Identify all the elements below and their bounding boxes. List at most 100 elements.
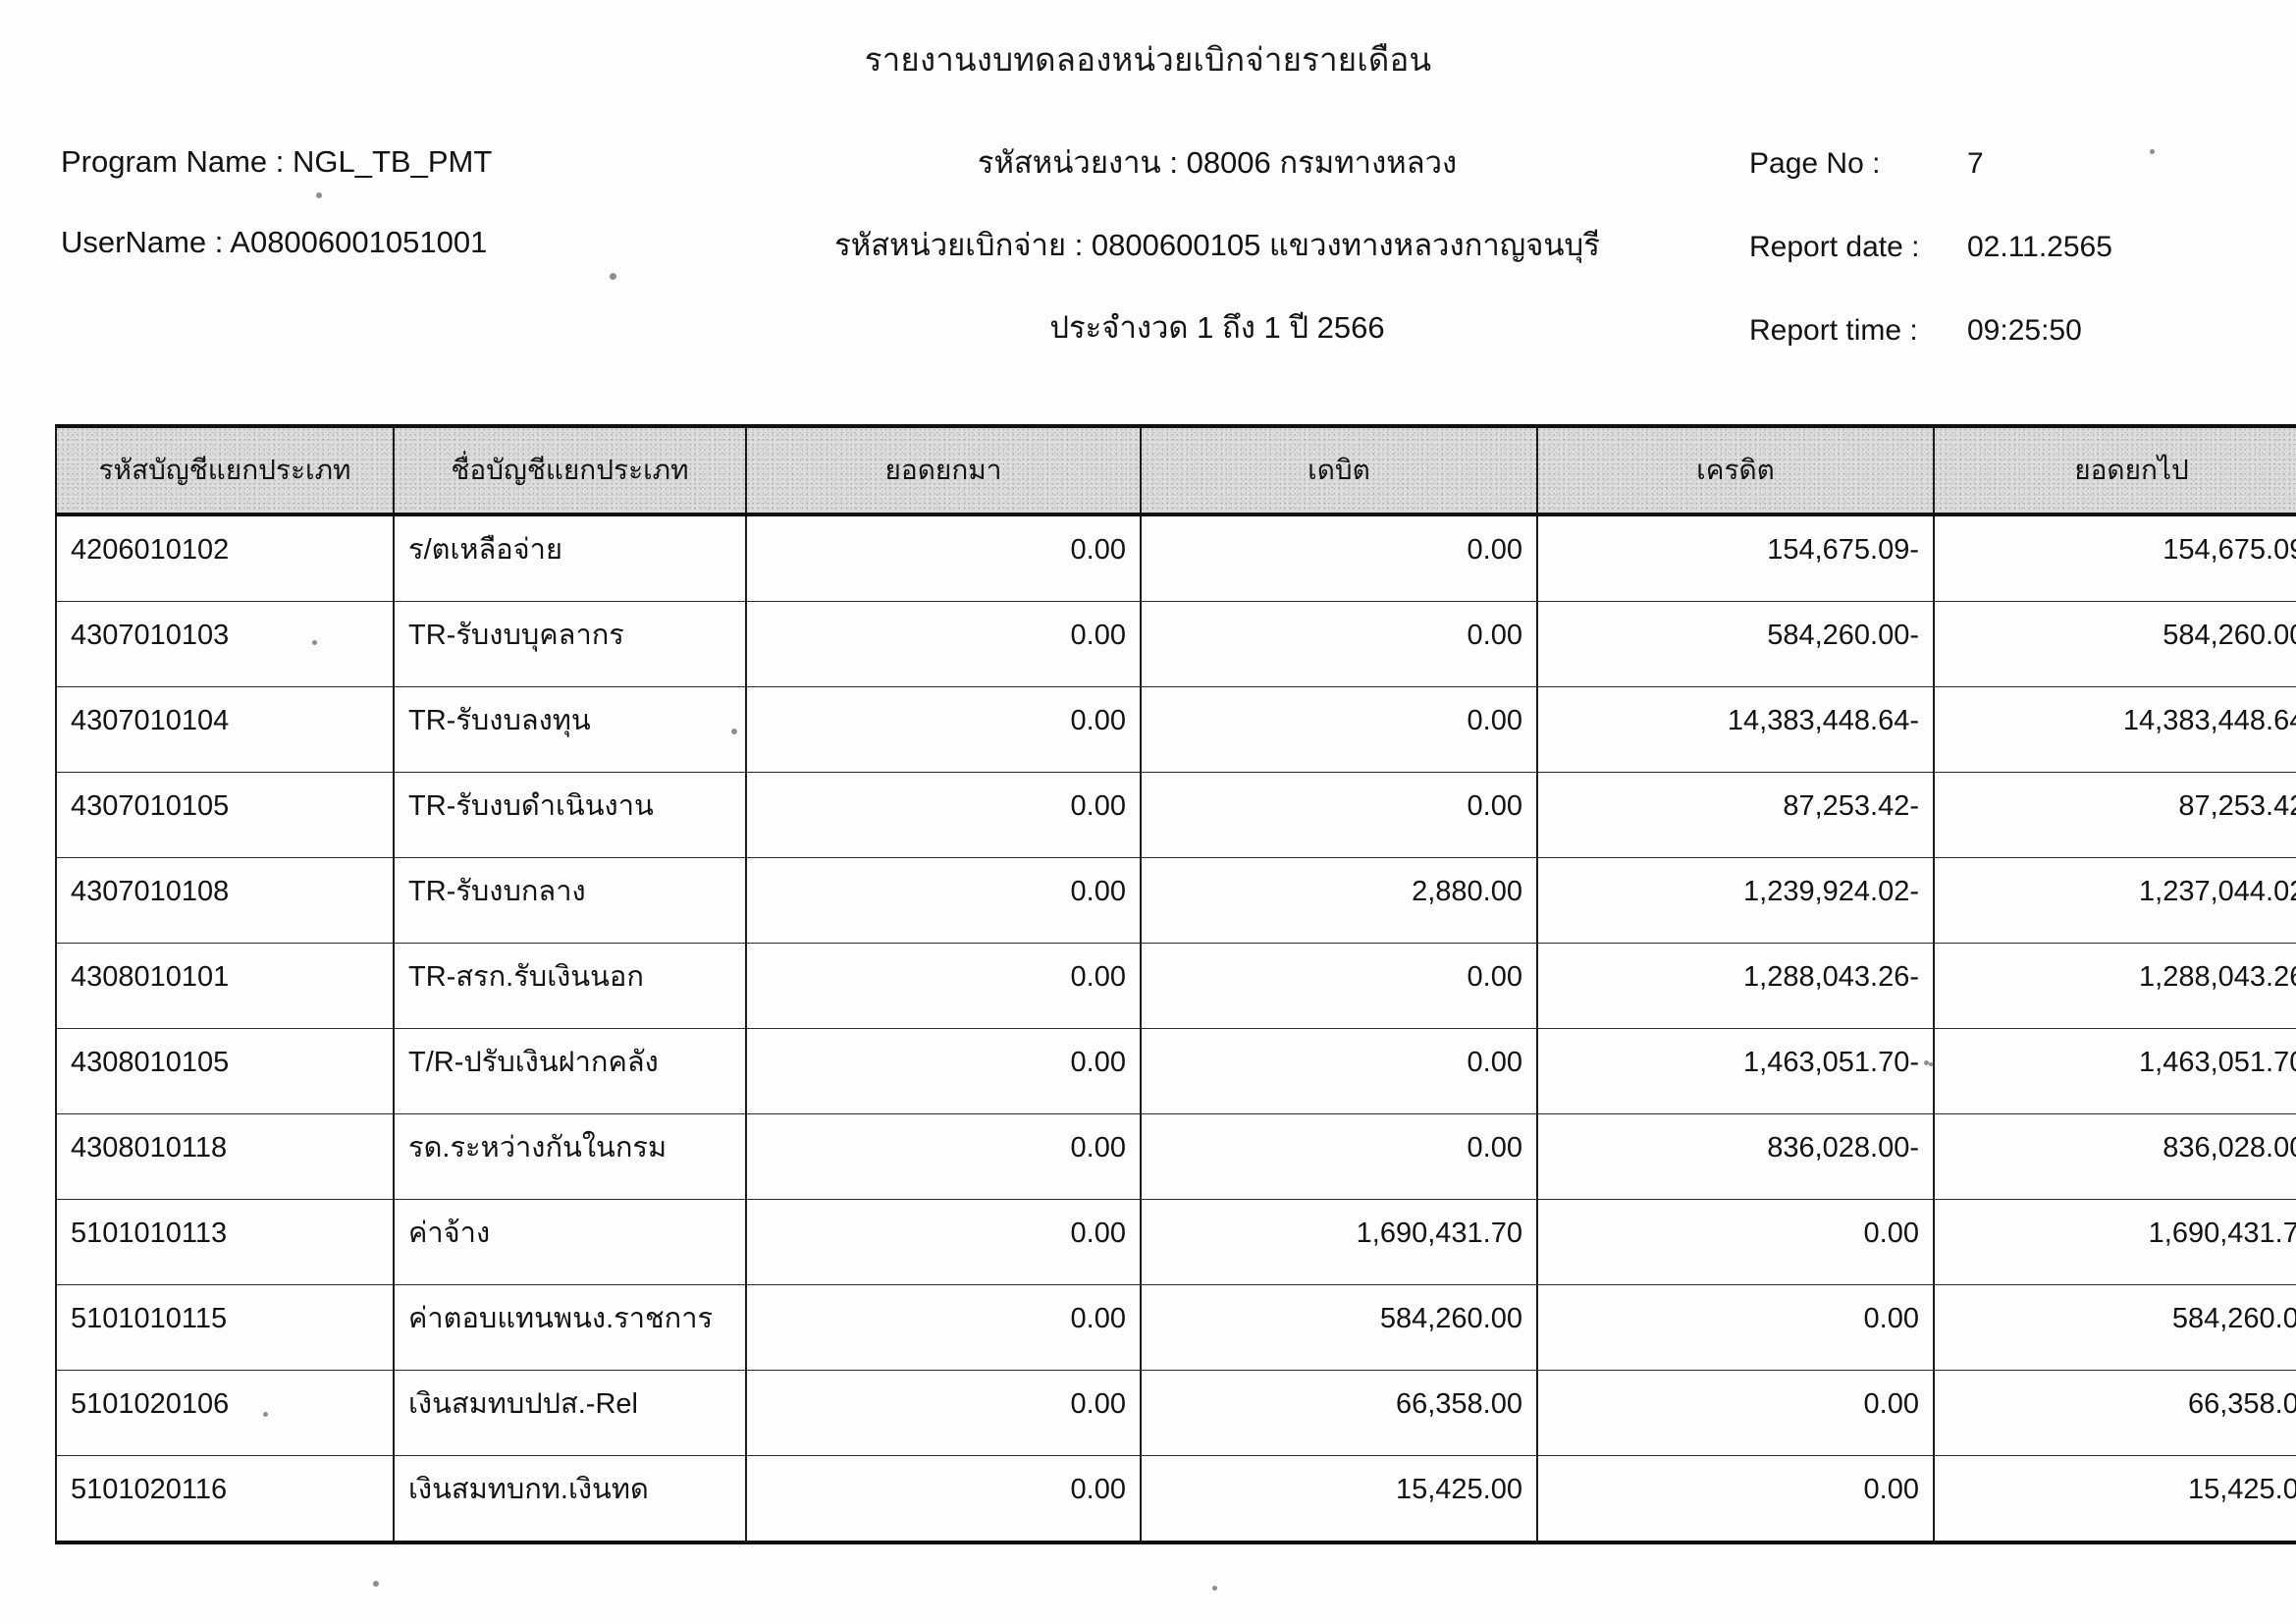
page-no-row: Page No : 7 [1749,122,2112,205]
cell-credit: 0.00 [1536,1199,1935,1285]
report-time-row: Report time : 09:25:50 [1749,289,2112,372]
trial-balance-table-wrapper: รหัสบัญชีแยกประเภท ชื่อบัญชีแยกประเภท ยอ… [55,424,2296,1544]
column-header-account-name: ชื่อบัญชีแยกประเภท [393,424,747,516]
cell-opening: 0.00 [745,1370,1142,1456]
cell-account-code: 4308010105 [55,1028,395,1114]
cell-opening: 0.00 [745,1284,1142,1371]
table-row: 5101010113 ค่าจ้าง 0.00 1,690,431.70 0.00 1,6… [55,1199,2296,1285]
cell-debit: 0.00 [1140,514,1538,602]
page-no-label: Page No : [1749,147,1881,180]
table-row: 5101010115 ค่าตอบแทนพนง.ราชการ 0.00 584,260… [55,1284,2296,1371]
column-header-closing: ยอดยกไป [1933,424,2296,516]
cell-credit: 154,675.09- [1536,514,1935,602]
column-header-debit: เดบิต [1140,424,1538,516]
cell-account-name: T/R-ปรับเงินฝากคลัง [393,1028,747,1114]
report-time-label: Report time : [1749,314,1918,347]
column-header-account-code: รหัสบัญชีแยกประเภท [55,424,395,516]
table-header-row: รหัสบัญชีแยกประเภท ชื่อบัญชีแยกประเภท ยอ… [55,424,2296,516]
cell-debit: 584,260.00 [1140,1284,1538,1371]
cell-debit: 0.00 [1140,1028,1538,1114]
scan-speck [373,1581,379,1587]
header-left-block: Program Name : NGL_TB_PMT UserName : A08… [61,122,492,283]
cell-credit: 1,239,924.02- [1536,857,1935,944]
cell-debit: 0.00 [1140,943,1538,1029]
table-row: 4308010118 รด.ระหว่างกันในกรม 0.00 0.00 836,… [55,1113,2296,1200]
cell-account-code: 4307010108 [55,857,395,944]
cell-debit: 0.00 [1140,601,1538,687]
cell-opening: 0.00 [745,1199,1142,1285]
cell-account-code: 5101010115 [55,1284,395,1371]
cell-credit: 87,253.42- [1536,772,1935,858]
program-name: Program Name : NGL_TB_PMT [61,144,493,179]
cell-closing: 1,237,044.02- [1933,857,2296,944]
cell-closing: 1,288,043.26- [1933,943,2296,1029]
table-row: 4308010101 TR-สรก.รับเงินนอก 0.00 0.00 1,288… [55,943,2296,1029]
cell-account-name: TR-รับงบลงทุน [393,686,747,773]
table-row: 4206010102 ร/ตเหลือจ่าย 0.00 0.00 154,675.09… [55,514,2296,602]
table-body: 4206010102 ร/ตเหลือจ่าย 0.00 0.00 154,675.09… [55,514,2296,1544]
cell-account-code: 4308010101 [55,943,395,1029]
cell-debit: 15,425.00 [1140,1455,1538,1544]
cell-closing: 87,253.42- [1933,772,2296,858]
cell-closing: 154,675.09- [1933,514,2296,602]
cell-account-code: 4307010104 [55,686,395,773]
trial-balance-table: รหัสบัญชีแยกประเภท ชื่อบัญชีแยกประเภท ยอ… [55,424,2296,1544]
cell-debit: 1,690,431.70 [1140,1199,1538,1285]
cell-credit: 1,288,043.26- [1536,943,1935,1029]
cell-account-name: ร/ตเหลือจ่าย [393,514,747,602]
user-name: UserName : A08006001051001 [61,225,488,259]
table-row: 4307010105 TR-รับงบดำเนินงาน 0.00 0.00 87,25… [55,772,2296,858]
report-time-value: 09:25:50 [1967,314,2082,347]
table-row: 4307010108 TR-รับงบกลาง 0.00 2,880.00 1,239,… [55,857,2296,944]
cell-debit: 0.00 [1140,772,1538,858]
cell-credit: 836,028.00- [1536,1113,1935,1200]
cell-account-name: TR-รับงบดำเนินงาน [393,772,747,858]
cell-credit: 0.00 [1536,1284,1935,1371]
cell-credit: 0.00 [1536,1370,1935,1456]
cell-closing: 14,383,448.64- [1933,686,2296,773]
cell-opening: 0.00 [745,943,1142,1029]
disbursing-unit-code: รหัสหน่วยเบิกจ่าย : 0800600105 แขวงทางหล… [834,228,1600,262]
cell-opening: 0.00 [745,601,1142,687]
agency-code: รหัสหน่วยงาน : 08006 กรมทางหลวง [977,145,1458,180]
report-period: ประจำงวด 1 ถึง 1 ปี 2566 [1049,310,1385,345]
cell-account-name: รด.ระหว่างกันในกรม [393,1113,747,1200]
table-row: 4307010103 TR-รับงบบุคลากร 0.00 0.00 584,260… [55,601,2296,687]
report-date-label: Report date : [1749,231,1920,263]
page-title: รายงานงบทดลองหน่วยเบิกจ่ายรายเดือน [864,41,1432,78]
cell-credit: 1,463,051.70- [1536,1028,1935,1114]
cell-account-name: TR-สรก.รับเงินนอก [393,943,747,1029]
cell-opening: 0.00 [745,1455,1142,1544]
cell-opening: 0.00 [745,1028,1142,1114]
cell-closing: 1,463,051.70- [1933,1028,2296,1114]
report-date-row: Report date : 02.11.2565 [1749,205,2112,289]
cell-account-name: ค่าจ้าง [393,1199,747,1285]
cell-account-code: 5101010113 [55,1199,395,1285]
cell-account-code: 4307010105 [55,772,395,858]
header-center-block: รหัสหน่วยงาน : 08006 กรมทางหลวง รหัสหน่ว… [766,122,1669,369]
cell-account-code: 4308010118 [55,1113,395,1200]
table-row: 5101020106 เงินสมทบปปส.-Rel 0.00 66,358.00 0… [55,1370,2296,1456]
cell-closing: 836,028.00- [1933,1113,2296,1200]
cell-opening: 0.00 [745,1113,1142,1200]
cell-closing: 584,260.00- [1933,601,2296,687]
cell-credit: 14,383,448.64- [1536,686,1935,773]
cell-credit: 0.00 [1536,1455,1935,1544]
cell-account-code: 5101020106 [55,1370,395,1456]
cell-account-name: ค่าตอบแทนพนง.ราชการ [393,1284,747,1371]
cell-opening: 0.00 [745,772,1142,858]
cell-debit: 2,880.00 [1140,857,1538,944]
cell-account-name: TR-รับงบกลาง [393,857,747,944]
page-no-value: 7 [1967,147,1984,180]
cell-closing: 15,425.00 [1933,1455,2296,1544]
scan-speck [1212,1586,1217,1591]
cell-debit: 66,358.00 [1140,1370,1538,1456]
cell-account-name: เงินสมทบปปส.-Rel [393,1370,747,1456]
cell-debit: 0.00 [1140,1113,1538,1200]
cell-account-name: เงินสมทบกท.เงินทด [393,1455,747,1544]
table-row: 4308010105 T/R-ปรับเงินฝากคลัง 0.00 0.00 1,4… [55,1028,2296,1114]
column-header-opening: ยอดยกมา [745,424,1142,516]
header-right-block: Page No : 7 Report date : 02.11.2565 Rep… [1749,122,2112,372]
cell-opening: 0.00 [745,857,1142,944]
